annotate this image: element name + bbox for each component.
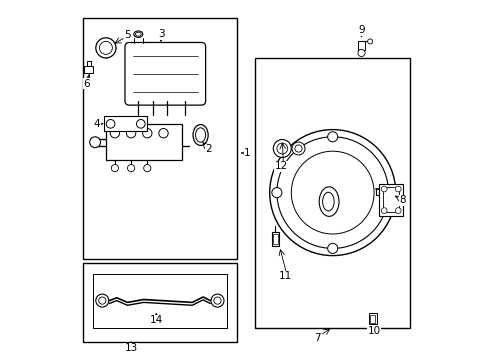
Circle shape (367, 39, 372, 44)
Circle shape (273, 140, 291, 158)
Bar (379, 184, 402, 216)
Circle shape (276, 137, 387, 248)
Bar (357, 41, 365, 50)
Circle shape (111, 165, 118, 172)
Ellipse shape (195, 128, 205, 142)
Circle shape (143, 165, 151, 172)
Text: 13: 13 (124, 343, 138, 354)
Bar (368, 313, 376, 324)
FancyBboxPatch shape (125, 42, 205, 105)
Bar (87, 61, 91, 66)
Circle shape (327, 132, 337, 142)
Text: 3: 3 (157, 29, 164, 39)
Text: 7: 7 (314, 333, 320, 343)
Circle shape (142, 129, 152, 138)
Bar (382, 187, 399, 212)
Circle shape (136, 120, 145, 128)
Bar (272, 234, 278, 244)
Circle shape (110, 129, 120, 138)
Circle shape (271, 188, 282, 198)
Ellipse shape (134, 31, 142, 37)
Circle shape (357, 49, 365, 57)
Circle shape (96, 294, 108, 307)
Circle shape (159, 129, 168, 138)
Bar (369, 315, 374, 323)
Circle shape (211, 294, 224, 307)
Text: 14: 14 (149, 315, 163, 325)
Circle shape (96, 38, 116, 58)
Bar (255, 58, 409, 328)
Bar (84, 66, 93, 73)
Circle shape (381, 208, 386, 213)
Circle shape (213, 297, 221, 304)
Text: 11: 11 (278, 271, 291, 282)
Circle shape (89, 137, 101, 148)
Circle shape (291, 151, 373, 234)
Circle shape (126, 129, 136, 138)
Text: 4: 4 (93, 119, 100, 129)
Text: 5: 5 (124, 30, 131, 40)
Ellipse shape (135, 32, 141, 36)
Text: 9: 9 (357, 25, 364, 35)
Text: 10: 10 (367, 326, 380, 336)
Circle shape (394, 186, 400, 192)
Circle shape (394, 208, 400, 213)
Text: 2: 2 (205, 144, 211, 154)
Text: 6: 6 (83, 78, 90, 89)
Ellipse shape (193, 125, 208, 145)
Bar (93, 274, 226, 328)
Ellipse shape (322, 192, 333, 211)
Circle shape (269, 130, 395, 256)
Text: 8: 8 (399, 195, 406, 205)
Circle shape (106, 120, 115, 128)
Circle shape (99, 297, 106, 304)
Circle shape (294, 145, 302, 152)
Circle shape (99, 41, 112, 54)
Bar (271, 232, 279, 246)
Bar (106, 124, 181, 160)
Circle shape (276, 143, 287, 154)
Circle shape (381, 186, 386, 192)
Text: 12: 12 (274, 161, 287, 171)
Text: 1: 1 (244, 148, 250, 158)
Bar (82, 263, 237, 342)
Ellipse shape (319, 187, 338, 216)
Bar (104, 116, 147, 131)
Circle shape (127, 165, 134, 172)
Circle shape (291, 142, 305, 155)
Circle shape (327, 243, 337, 253)
Bar (82, 18, 237, 259)
